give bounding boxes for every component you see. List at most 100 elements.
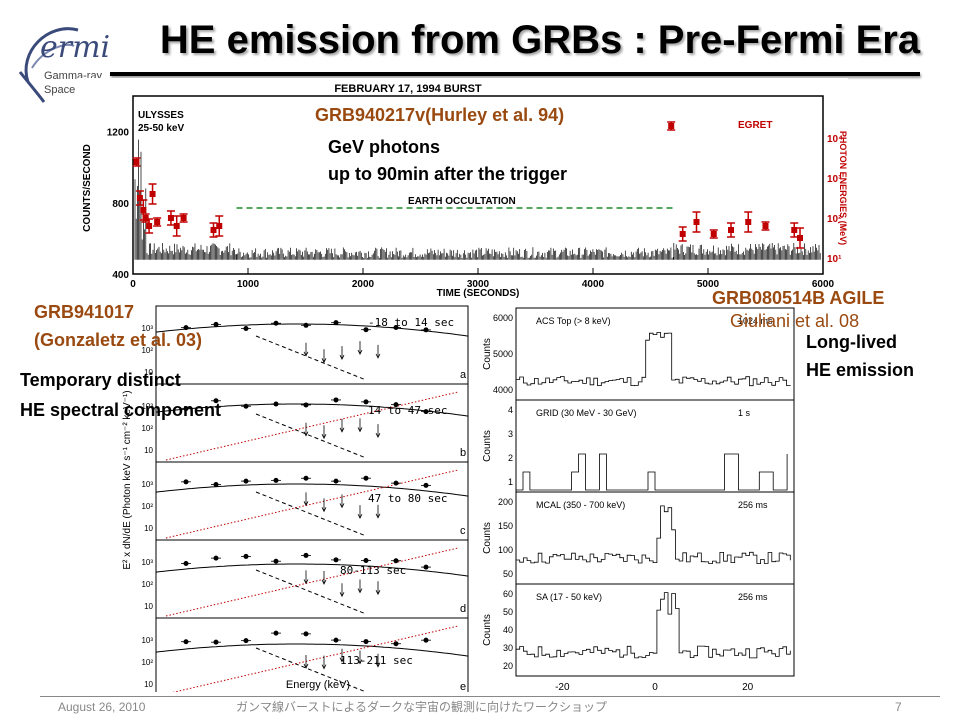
upper-limit-head (339, 503, 345, 509)
agile-y-tick-label: 4000 (493, 385, 513, 395)
spec-y-tick-label: 10² (141, 424, 153, 433)
agile-y-tick-label: 6000 (493, 313, 513, 323)
agile-panel-name: MCAL (350 - 700 keV) (536, 500, 625, 510)
band-tail-dashed (255, 647, 367, 692)
spec-y-tick-label: 10³ (141, 402, 153, 411)
grb941017-spectra-chart: 10 10² 10³ a 10 10² 10³ b 10 10² 10³ c 10 10² 10³ d 10 10… (118, 300, 474, 692)
x-tick-label: 1000 (237, 279, 260, 290)
high-energy-powerlaw (165, 391, 459, 461)
grb941017-label: GRB941017 (34, 302, 135, 322)
x-tick-label: 4000 (582, 279, 605, 290)
spec-y-tick-label: 10 (144, 524, 153, 533)
instrument-label: ULYSSES (138, 110, 184, 121)
panel-b-time: 14 to 47 sec (368, 404, 448, 417)
agile-panel-bin: 256 ms (738, 592, 768, 602)
agile-panels: Counts 4000 5000 6000 ACS Top (> 8 keV) 1024 … (482, 307, 795, 677)
y-tick-label: 800 (112, 199, 129, 210)
spectral-panels: 10 10² 10³ a 10 10² 10³ b 10 10² 10³ c 10 10² 10³ d 10 10… (141, 305, 469, 692)
grb080514b-label: GRB080514B AGILE (712, 288, 885, 308)
band-tail-dashed (255, 335, 367, 381)
spec-y-tick-label: 10² (141, 346, 153, 355)
egret-point (136, 195, 143, 201)
agile-panel-name: GRID (30 MeV - 30 GeV) (536, 408, 637, 418)
agile-y-axis-label: Counts (482, 430, 493, 462)
band-function-curve (155, 323, 469, 337)
spec-y-tick-label: 10 (144, 446, 153, 455)
spec-y-tick-label: 10³ (141, 558, 153, 567)
y-tick-labels: 400 800 1200 (107, 128, 130, 281)
high-energy-powerlaw (165, 469, 459, 539)
egret-point (140, 207, 147, 213)
agile-panel-name: SA (17 - 50 keV) (536, 592, 602, 602)
egret-point (142, 215, 149, 221)
egret-photon-points (132, 121, 804, 249)
upper-limit-head (303, 501, 309, 507)
agile-y-tick-label: 3 (508, 429, 513, 439)
upper-limit-head (321, 358, 327, 364)
after-trigger-text: up to 90min after the trigger (328, 164, 568, 184)
he-spectral-component-text: HE spectral component (20, 400, 222, 420)
agile-x-tick-label: 20 (742, 682, 754, 693)
agile-y-axis-label: Counts (482, 338, 493, 370)
spec-y-axis-label: E² x dN/dE (Photon keV s⁻¹ cm⁻² keV⁻¹) (122, 390, 133, 569)
spec-y-tick-label: 10³ (141, 324, 153, 333)
spectral-panel-frame (155, 617, 469, 692)
long-lived-text: Long-lived (806, 332, 897, 352)
x-tick-label: 6000 (812, 279, 835, 290)
x-tick-labels: 0 1000 2000 3000 4000 5000 6000 (130, 268, 835, 290)
upper-limit-head (339, 427, 345, 433)
egret-point (216, 223, 223, 229)
egret-point (693, 219, 700, 225)
egret-point (149, 191, 156, 197)
agile-y-axis-label: Counts (482, 614, 493, 646)
title-underline (110, 72, 920, 76)
upper-limit-head (339, 657, 345, 663)
logo-word: ermi (40, 30, 111, 65)
upper-limit-head (321, 664, 327, 670)
gonzalez-reference: (Gonzaletz et al. 03) (34, 330, 203, 350)
y2-tick-label: 10⁴ (827, 134, 843, 145)
egret-point (797, 235, 803, 241)
agile-x-tick-label: -20 (555, 682, 570, 693)
spec-y-tick-label: 10² (141, 658, 153, 667)
upper-limit-head (375, 353, 381, 359)
upper-limit-head (375, 432, 381, 439)
upper-limit-head (357, 588, 363, 594)
spec-x-axis-label: Energy (keV) (286, 679, 350, 691)
temporary-distinct-text: Temporary distinct (20, 370, 181, 390)
y-axis-label: COUNTS/SECOND (82, 144, 93, 232)
grb940217-lightcurve-chart: FEBRUARY 17, 1994 BURST 0 1000 2000 3000 400… (78, 78, 848, 300)
panel-e-time: 113-211 sec (340, 654, 413, 667)
upper-limit-head (375, 590, 381, 596)
spec-y-tick-label: 10³ (141, 480, 153, 489)
gev-photons-text: GeV photons (328, 137, 440, 157)
upper-limit-head (375, 513, 381, 519)
upper-limit-head (357, 659, 363, 665)
band-tail-dashed (255, 569, 367, 615)
egret-point (728, 227, 734, 233)
agile-x-tick-label: 0 (652, 682, 658, 693)
agile-lightcurve (516, 332, 791, 387)
fermi-logo (8, 12, 128, 104)
y2-tick-label: 10¹ (827, 254, 842, 265)
agile-panel-name: ACS Top (> 8 keV) (536, 316, 611, 326)
agile-panel-frame (515, 583, 795, 677)
agile-y-tick-label: 30 (503, 643, 513, 653)
egret-point (146, 223, 153, 229)
upper-limit-head (321, 579, 327, 585)
agile-panel-bin: 1 s (738, 408, 751, 418)
high-energy-powerlaw (172, 625, 459, 692)
high-energy-powerlaw (165, 547, 459, 617)
panel-letter: c (460, 525, 466, 537)
spec-y-tick-label: 10 (144, 368, 153, 377)
agile-y-tick-label: 5000 (493, 349, 513, 359)
agile-y-tick-label: 40 (503, 625, 513, 635)
spec-y-tick-label: 10³ (141, 636, 153, 645)
spec-y-tick-label: 10 (144, 680, 153, 689)
agile-y-axis-label: Counts (482, 522, 493, 554)
ulysses-counts-trace (134, 139, 821, 260)
y2-tick-label: 10³ (827, 174, 842, 185)
upper-limit-head (321, 507, 327, 513)
spec-y-tick-label: 10² (141, 580, 153, 589)
egret-point (154, 219, 161, 225)
